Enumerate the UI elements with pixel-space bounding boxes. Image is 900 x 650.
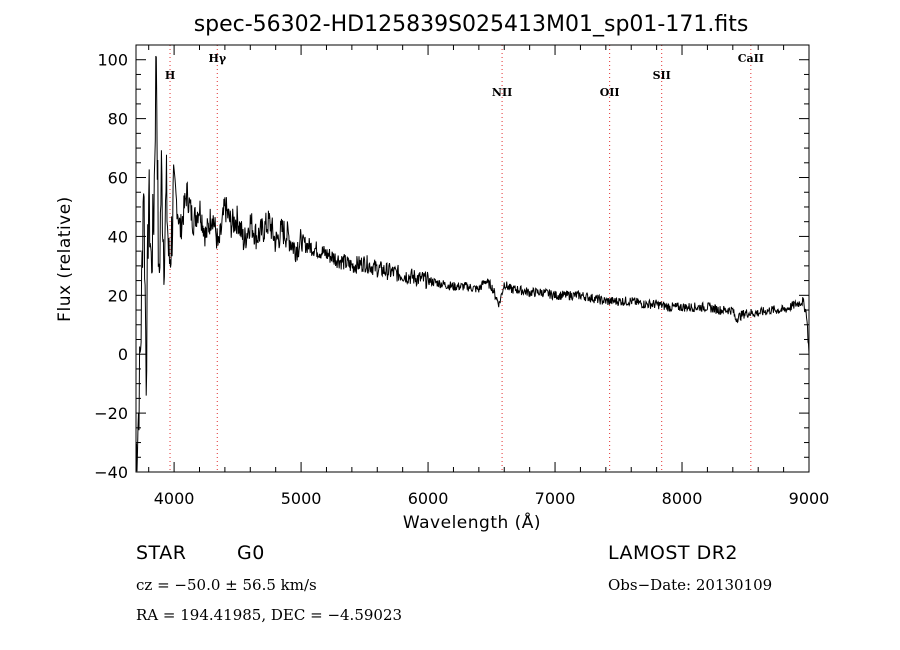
obs-date: Obs−Date: 20130109 [608,576,772,594]
x-tick-label: 9000 [789,489,830,508]
survey-name: LAMOST DR2 [608,542,738,564]
chart-title: spec-56302-HD125839S025413M01_sp01-171.f… [194,12,749,37]
line-marker-label: H [165,69,175,82]
line-marker-label: OII [600,86,620,99]
line-marker-label: NII [492,86,512,99]
y-tick-label: 80 [108,110,128,129]
line-marker-label: CaII [738,52,764,65]
redshift-info: cz = −50.0 ± 56.5 km/s [136,576,317,594]
axis-ticks [136,45,810,473]
line-marker-label: Hγ [208,52,226,65]
coordinates: RA = 194.41985, DEC = −4.59023 [136,606,402,624]
object-subclass: G0 [237,542,265,564]
series-layer [135,55,810,472]
y-tick-label: −40 [94,463,128,482]
x-tick-label: 7000 [535,489,576,508]
x-tick-label: 4000 [154,489,195,508]
spectrum-line [135,55,810,472]
y-tick-label: 0 [118,345,128,364]
y-tick-label: 100 [97,51,128,70]
x-tick-label: 8000 [662,489,703,508]
object-class: STAR [136,542,186,564]
plot-frame [135,44,810,473]
tick-labels: 4000 5000 6000 7000 8000 9000 −40 −20 0 20 40 60 80 1… [94,51,829,508]
y-tick-label: 20 [108,286,128,305]
x-tick-label: 6000 [408,489,449,508]
y-tick-label: −20 [94,404,128,423]
y-tick-label: 60 [108,169,128,188]
y-axis-label: Flux (relative) [55,196,75,322]
x-axis-label: Wavelength (Å) [403,511,541,533]
emission-lines: H Hγ NII OII SII CaII [165,45,764,472]
y-tick-label: 40 [108,227,128,246]
line-marker-label: SII [653,69,671,82]
x-tick-label: 5000 [281,489,322,508]
